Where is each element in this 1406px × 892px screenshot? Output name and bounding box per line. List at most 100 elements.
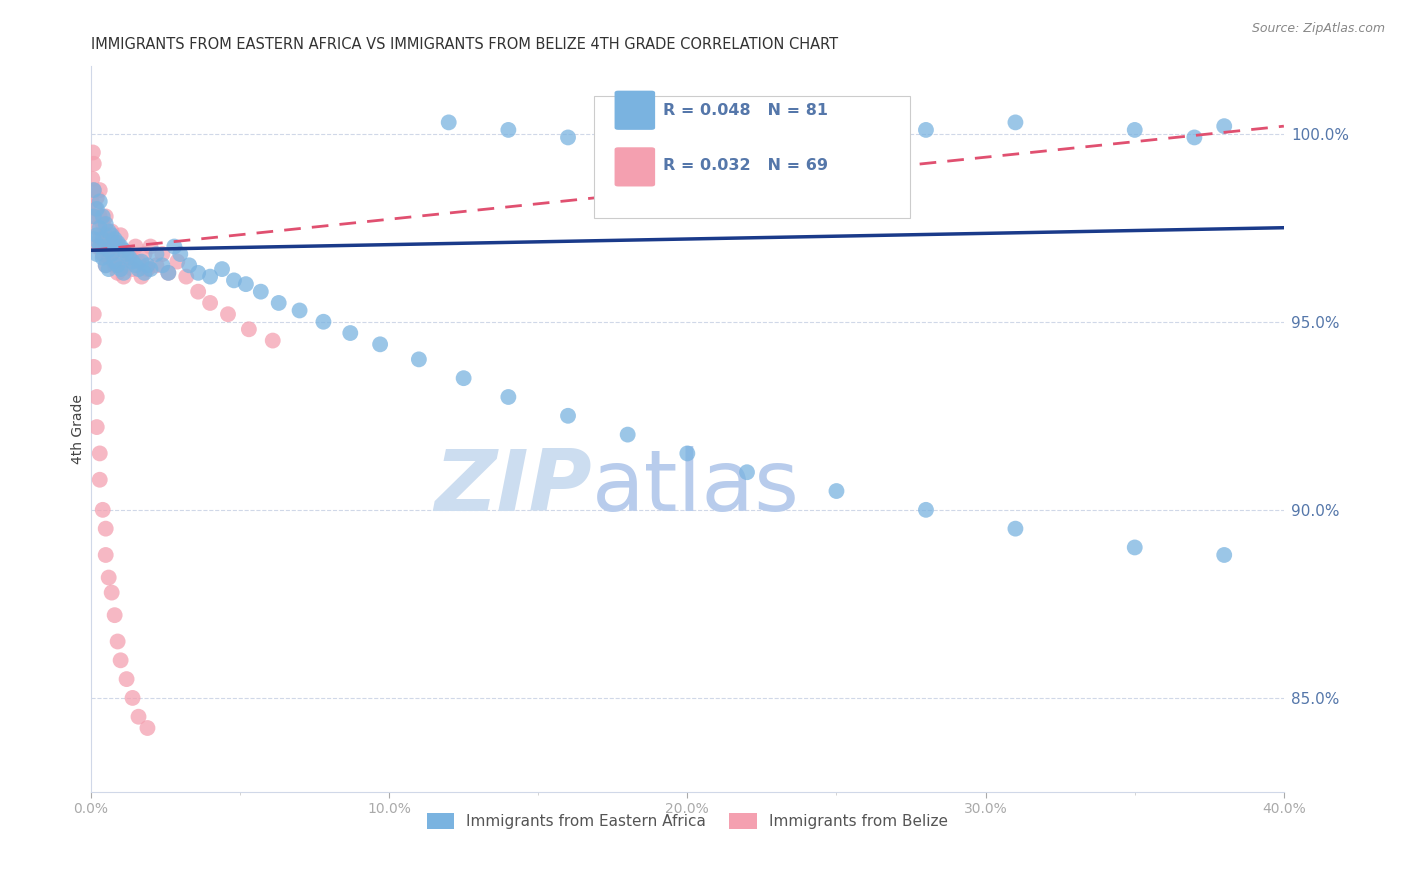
Point <box>91 503 114 517</box>
Point <box>915 123 938 137</box>
Point <box>89 446 111 460</box>
Point <box>169 247 191 261</box>
Point <box>94 258 117 272</box>
FancyBboxPatch shape <box>595 96 911 219</box>
Point <box>128 710 150 724</box>
Point <box>915 503 938 517</box>
Point <box>107 235 129 250</box>
Point <box>83 210 105 224</box>
Point <box>89 232 111 246</box>
Point <box>110 254 132 268</box>
Point <box>121 254 143 268</box>
Point <box>437 115 460 129</box>
Point <box>174 269 197 284</box>
Point <box>83 307 105 321</box>
Point <box>115 258 138 272</box>
Point <box>453 371 475 385</box>
Point <box>222 273 245 287</box>
Point <box>110 262 132 277</box>
Point <box>128 262 150 277</box>
Point <box>179 258 201 272</box>
Point <box>94 548 117 562</box>
Point <box>498 390 520 404</box>
Point <box>150 247 173 261</box>
Point <box>86 191 108 205</box>
Point <box>84 202 107 216</box>
Point <box>262 334 284 348</box>
Legend: Immigrants from Eastern Africa, Immigrants from Belize: Immigrants from Eastern Africa, Immigran… <box>420 807 955 835</box>
Point <box>217 307 239 321</box>
Text: atlas: atlas <box>592 445 800 529</box>
Point <box>104 254 127 268</box>
Point <box>91 247 114 261</box>
Point <box>825 483 848 498</box>
Point <box>121 690 143 705</box>
Point <box>80 194 103 209</box>
Point <box>157 266 180 280</box>
Point <box>115 672 138 686</box>
Point <box>83 210 105 224</box>
Point <box>134 266 156 280</box>
Point <box>118 251 141 265</box>
Point <box>735 465 758 479</box>
Point <box>128 254 150 268</box>
Point <box>91 232 114 246</box>
Point <box>557 409 579 423</box>
Text: IMMIGRANTS FROM EASTERN AFRICA VS IMMIGRANTS FROM BELIZE 4TH GRADE CORRELATION C: IMMIGRANTS FROM EASTERN AFRICA VS IMMIGR… <box>91 37 838 53</box>
Point <box>89 183 111 197</box>
Point <box>100 247 122 261</box>
Point <box>89 210 111 224</box>
Point <box>498 123 520 137</box>
Point <box>86 420 108 434</box>
Point <box>166 254 188 268</box>
Point <box>1004 522 1026 536</box>
Point <box>97 570 120 584</box>
Text: ZIP: ZIP <box>434 445 592 529</box>
Point <box>100 225 122 239</box>
Point <box>124 258 146 272</box>
Point <box>339 326 361 340</box>
Point <box>91 239 114 253</box>
Point <box>86 239 108 253</box>
Point <box>198 269 221 284</box>
Point <box>89 473 111 487</box>
Point <box>94 239 117 253</box>
Point <box>94 522 117 536</box>
Point <box>139 262 162 277</box>
Point <box>118 247 141 261</box>
Point <box>86 228 108 243</box>
Point <box>187 266 209 280</box>
Point <box>136 262 159 277</box>
Point <box>94 228 117 243</box>
Point <box>83 334 105 348</box>
Point <box>107 239 129 253</box>
Point <box>187 285 209 299</box>
Point <box>825 134 848 148</box>
Point <box>86 247 108 261</box>
Point <box>97 244 120 258</box>
Point <box>1123 541 1146 555</box>
Point <box>121 262 143 277</box>
Point <box>616 427 638 442</box>
Point <box>249 285 271 299</box>
Point <box>288 303 311 318</box>
Point <box>100 228 122 243</box>
Point <box>735 127 758 141</box>
Point <box>112 244 135 258</box>
Point <box>100 585 122 599</box>
Point <box>89 194 111 209</box>
Point <box>110 653 132 667</box>
Point <box>312 315 335 329</box>
Point <box>1182 130 1205 145</box>
Point <box>83 232 105 246</box>
Point <box>1213 119 1236 133</box>
Point <box>91 251 114 265</box>
Point <box>94 258 117 272</box>
Point <box>94 210 117 224</box>
Point <box>104 608 127 623</box>
Point <box>104 232 127 246</box>
FancyBboxPatch shape <box>614 91 655 130</box>
Point <box>145 247 167 261</box>
Point <box>86 390 108 404</box>
Point <box>107 634 129 648</box>
